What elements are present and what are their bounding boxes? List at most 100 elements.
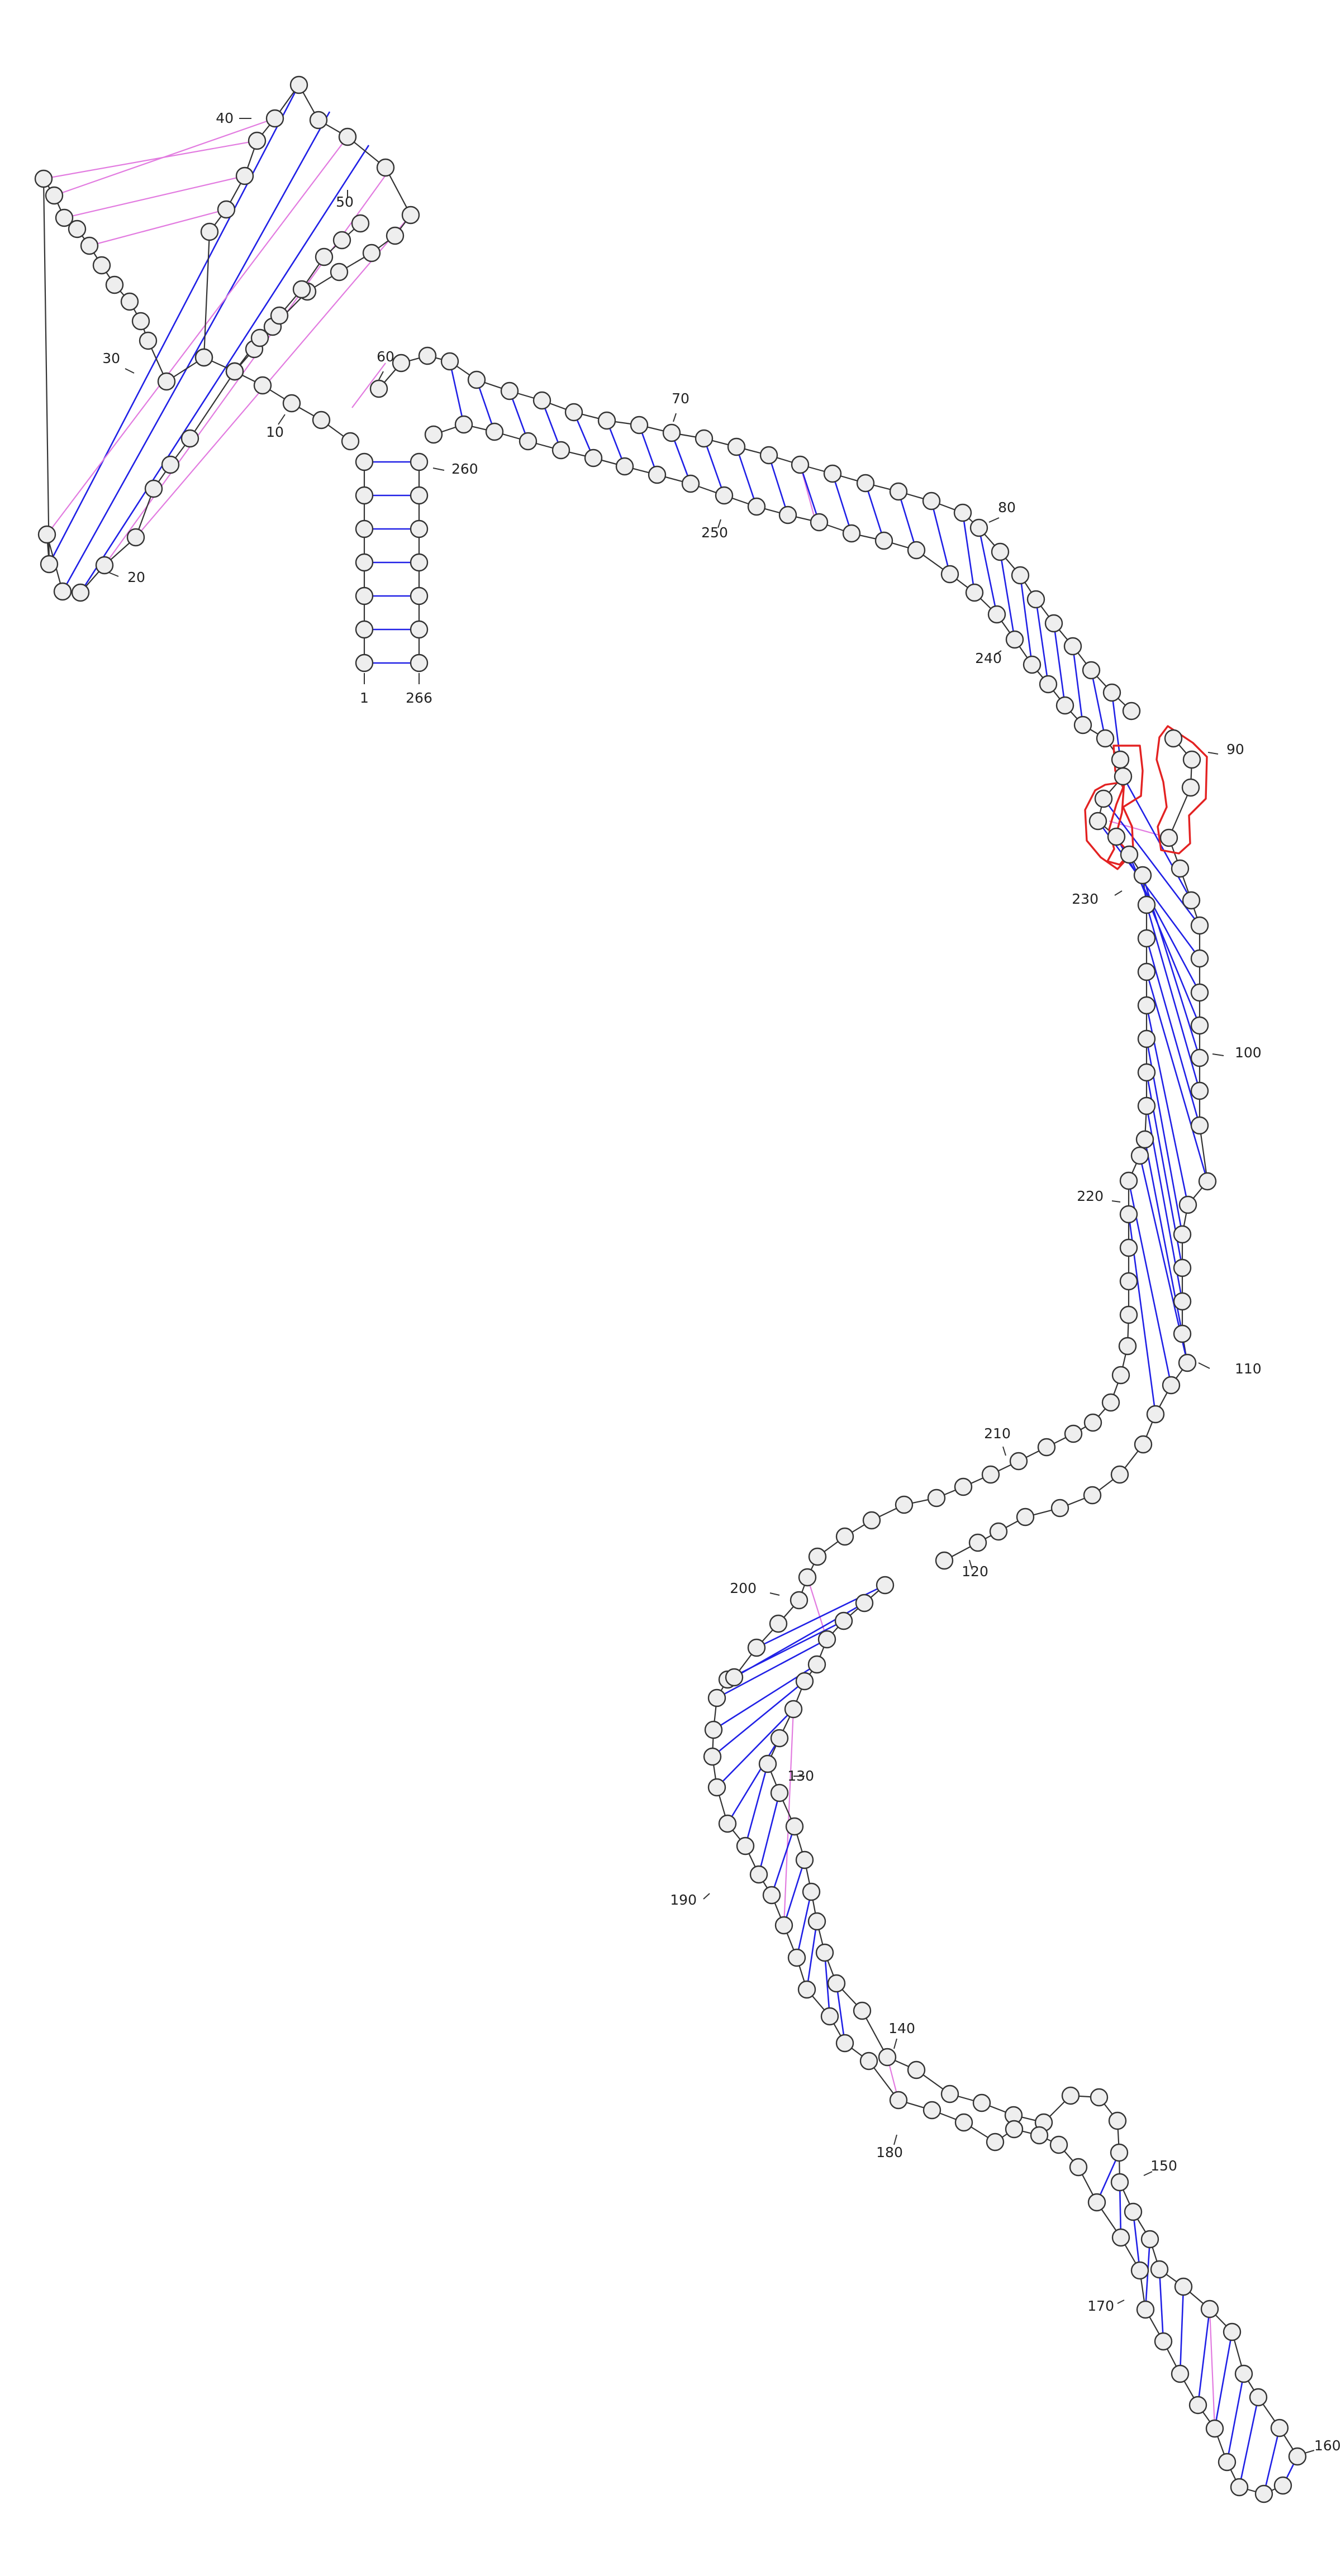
nucleotide — [774, 1916, 793, 1935]
nucleotide — [1154, 2332, 1173, 2351]
nucleotide — [1171, 2364, 1190, 2383]
label-tick — [278, 414, 286, 425]
nucleotide — [270, 306, 289, 325]
nucleotide — [139, 331, 158, 350]
nucleotide — [907, 541, 926, 560]
noncanonical-pair — [783, 1709, 795, 1926]
nucleotide — [584, 449, 603, 468]
nucleotide — [71, 583, 90, 602]
nucleotide — [1110, 2143, 1129, 2162]
nucleotide — [485, 422, 504, 441]
nucleotide — [795, 1850, 814, 1869]
base-pair — [806, 1921, 818, 1990]
nucleotide — [157, 372, 176, 391]
nucleotide — [1190, 1081, 1209, 1100]
nucleotide — [1124, 2202, 1143, 2221]
nucleotide — [895, 1495, 914, 1514]
nucleotide — [707, 1688, 726, 1707]
nucleotide — [681, 474, 700, 493]
position-label: 20 — [127, 569, 145, 585]
nucleotide — [1073, 715, 1092, 734]
nucleotide — [1190, 1116, 1209, 1135]
base-pair — [831, 473, 853, 534]
nucleotide — [289, 75, 308, 94]
base-pair — [978, 527, 998, 615]
nucleotide — [341, 432, 360, 451]
position-label: 70 — [672, 390, 689, 407]
nucleotide — [715, 486, 734, 505]
nucleotide — [1061, 2086, 1080, 2105]
position-label: 210 — [984, 1425, 1011, 1442]
nucleotide — [225, 362, 244, 381]
nucleotide — [1164, 729, 1183, 748]
nucleotide — [392, 354, 411, 373]
nucleotide — [1111, 1366, 1130, 1385]
nucleotide — [532, 391, 551, 410]
nucleotide — [410, 620, 429, 639]
position-label: 230 — [1072, 891, 1099, 907]
label-tick — [988, 517, 1000, 523]
nucleotide — [907, 2060, 926, 2079]
nucleotide — [1254, 2484, 1273, 2503]
nucleotide — [922, 492, 941, 511]
nucleotide — [180, 429, 199, 448]
nucleotide — [410, 653, 429, 672]
nucleotide — [1205, 2419, 1224, 2438]
nucleotide — [1005, 630, 1024, 649]
nucleotide — [467, 370, 486, 389]
nucleotide — [200, 222, 219, 241]
base-pair — [727, 1620, 844, 1681]
nucleotide — [1137, 929, 1156, 948]
nucleotide — [1150, 2260, 1169, 2279]
base-pair — [1145, 904, 1201, 1091]
nucleotide — [695, 429, 714, 448]
noncanonical-pair — [806, 1577, 828, 1640]
nucleotide — [1039, 675, 1058, 694]
nucleotide — [1119, 1205, 1138, 1224]
base-pair — [1238, 2397, 1259, 2488]
position-label: 1 — [360, 690, 369, 706]
highlight-outline-inner — [1106, 745, 1144, 866]
nucleotide — [1134, 1435, 1153, 1454]
backbone — [42, 83, 1298, 2495]
nucleotide — [424, 425, 443, 444]
position-label: 200 — [730, 1580, 757, 1596]
nucleotide — [1190, 1048, 1209, 1067]
nucleotide — [105, 275, 124, 294]
nucleotide — [815, 1943, 834, 1962]
nucleotide — [235, 166, 254, 185]
position-label: 266 — [406, 690, 432, 706]
label-tick — [717, 519, 721, 528]
position-label: 40 — [216, 110, 234, 126]
nucleotide — [874, 531, 893, 550]
label-tick — [969, 1559, 973, 1570]
nucleotide — [410, 586, 429, 605]
nucleotide — [248, 131, 267, 150]
nucleotide — [1178, 1195, 1197, 1214]
nucleotide — [1159, 828, 1178, 847]
nucleotide — [355, 653, 374, 672]
nucleotide — [369, 379, 388, 398]
nucleotide — [1137, 996, 1156, 1015]
nucleotide — [1130, 2261, 1149, 2280]
position-label: 30 — [102, 350, 120, 366]
nucleotide — [34, 169, 53, 188]
noncanonical-pair — [1209, 2308, 1216, 2429]
base-pair — [835, 1983, 846, 2044]
nucleotide — [1178, 1353, 1197, 1372]
nucleotide — [802, 1882, 821, 1901]
pseudoknot-arcs — [43, 84, 411, 593]
canonical-pairs — [364, 361, 1299, 2494]
label-tick — [432, 468, 445, 471]
base-pair — [1226, 2373, 1245, 2463]
nucleotide — [1050, 1499, 1069, 1518]
nucleotide — [1230, 2478, 1249, 2497]
nucleotide — [1110, 1465, 1129, 1484]
nucleotide — [1110, 2173, 1129, 2192]
nucleotide — [282, 394, 301, 413]
nucleotide — [770, 1729, 789, 1748]
position-label: 10 — [266, 424, 284, 440]
nucleotide — [312, 411, 331, 430]
base-pair — [1145, 938, 1201, 1126]
